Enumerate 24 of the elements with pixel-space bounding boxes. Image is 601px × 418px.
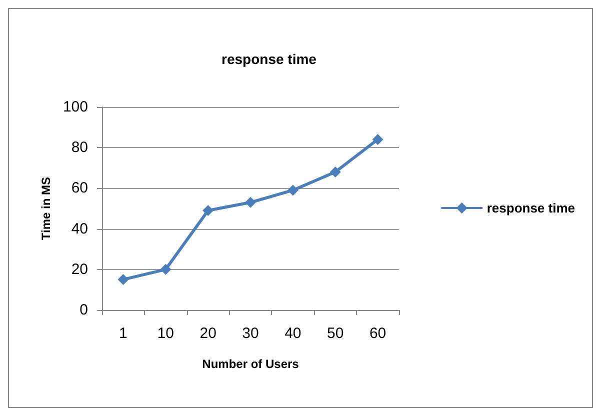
- point: [245, 196, 256, 208]
- point: [372, 134, 384, 145]
- y-tick-label: 40: [71, 220, 88, 238]
- y-tick-label: 100: [62, 98, 88, 116]
- x-tick-label: 20: [200, 325, 216, 342]
- chart-title: response time: [222, 51, 317, 67]
- y-tick-label: 20: [71, 260, 88, 278]
- x-tick-label: 60: [369, 325, 386, 342]
- x-tick-label: 30: [242, 325, 259, 342]
- y-tick-label: 80: [71, 139, 88, 156]
- y-tick-label: 0: [80, 302, 88, 318]
- legend-label: response time: [486, 200, 576, 216]
- x-tick-label: 50: [327, 325, 344, 342]
- point: [202, 205, 214, 216]
- point: [160, 264, 172, 275]
- x-tick-label: 40: [284, 325, 302, 342]
- x-tick-label: 10: [157, 325, 174, 342]
- point: [330, 166, 341, 178]
- point: [287, 184, 298, 196]
- point: [118, 274, 129, 286]
- y-axis-title: Time in MS: [39, 176, 54, 240]
- x-axis-title: Number of Users: [202, 357, 300, 371]
- y-tick-label: 60: [71, 180, 88, 197]
- x-tick-label: 1: [119, 325, 128, 342]
